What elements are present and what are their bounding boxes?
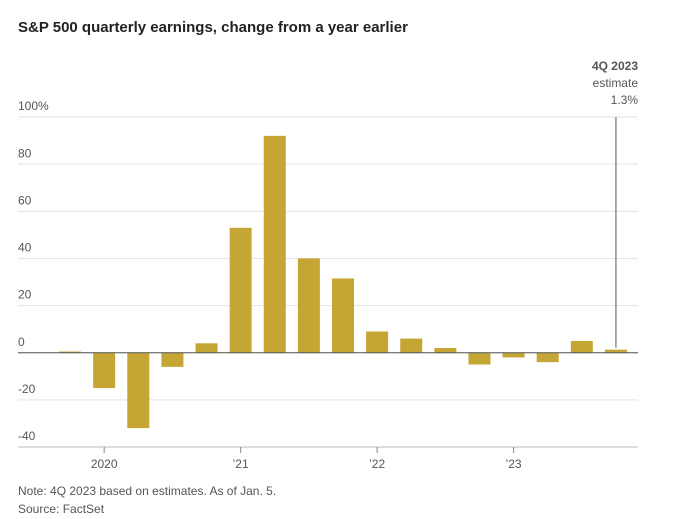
- bar: [59, 351, 82, 353]
- bar: [570, 340, 593, 353]
- x-tick-label: 2020: [91, 457, 118, 471]
- bar: [263, 135, 286, 353]
- y-tick-label: 80: [18, 146, 32, 160]
- annotation-value: 1.3%: [611, 93, 639, 107]
- x-tick-label: ’21: [233, 457, 249, 471]
- x-tick-label: ’22: [369, 457, 385, 471]
- bar: [127, 352, 150, 429]
- note: Note: 4Q 2023 based on estimates. As of …: [18, 484, 276, 498]
- source: Source: FactSet: [18, 502, 105, 516]
- bar: [297, 258, 320, 353]
- bar: [536, 352, 559, 363]
- bar: [434, 348, 457, 353]
- y-tick-label: 60: [18, 193, 32, 207]
- y-tick-label: 100%: [18, 99, 49, 113]
- bar: [468, 352, 491, 365]
- y-tick-label: -40: [18, 429, 36, 443]
- bar: [604, 349, 627, 353]
- y-tick-label: -20: [18, 382, 36, 396]
- bar: [366, 331, 389, 353]
- annotation-label: 4Q 2023: [592, 59, 638, 73]
- chart-title: S&P 500 quarterly earnings, change from …: [18, 19, 408, 36]
- bar: [93, 352, 116, 389]
- bar: [229, 227, 252, 353]
- annotation-text: estimate: [593, 76, 639, 90]
- y-tick-label: 20: [18, 288, 32, 302]
- bar: [400, 338, 423, 353]
- bar: [161, 352, 184, 367]
- bar: [332, 278, 354, 353]
- y-tick-label: 0: [18, 335, 25, 349]
- x-tick-label: ’23: [506, 457, 522, 471]
- y-tick-label: 40: [18, 241, 32, 255]
- bar: [502, 352, 525, 358]
- bar: [195, 343, 218, 353]
